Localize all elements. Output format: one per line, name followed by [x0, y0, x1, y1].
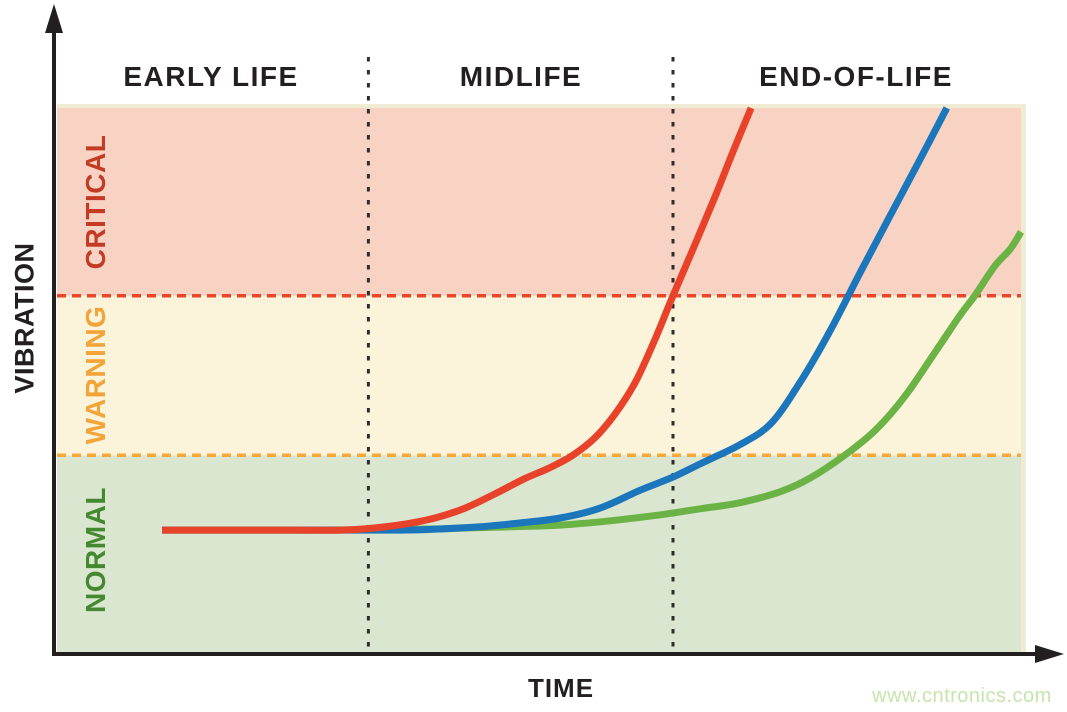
zone-fill-warning — [57, 295, 1021, 456]
x-axis-arrowhead — [1035, 645, 1064, 663]
zone-fill-normal — [57, 455, 1021, 654]
phase-label-end-of-life: END-OF-LIFE — [759, 61, 953, 92]
zone-label-warning: WARNING — [80, 305, 111, 445]
phase-label-early-life: EARLY LIFE — [123, 61, 299, 92]
zone-edge-right — [1021, 104, 1026, 654]
fast-degradation-curve — [162, 106, 755, 534]
y-axis-title: VIBRATION — [9, 242, 40, 394]
zone-edge-top — [57, 104, 1026, 108]
phase-label-midlife: MIDLIFE — [459, 61, 583, 92]
zone-label-normal: NORMAL — [80, 487, 111, 613]
y-axis-arrowhead — [45, 4, 63, 33]
medium-degradation-curve — [162, 106, 950, 534]
zone-fill-critical — [57, 108, 1021, 296]
watermark-text: www.cntronics.com — [872, 685, 1052, 707]
zone-label-critical: CRITICAL — [80, 134, 111, 270]
x-axis-title: TIME — [527, 673, 595, 703]
